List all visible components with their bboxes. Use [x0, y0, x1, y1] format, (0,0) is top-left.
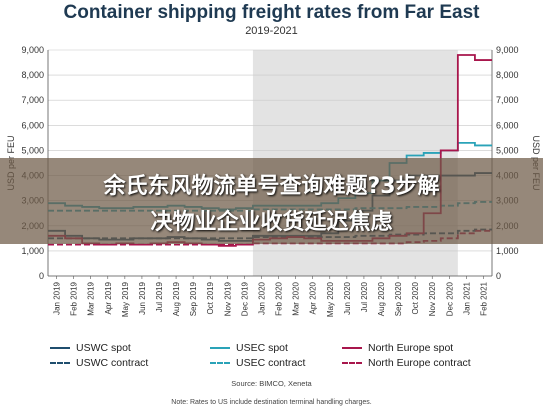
x-tick-label: Apr 2019: [104, 281, 113, 314]
y-tick-label-right: 5,000: [496, 145, 519, 155]
x-tick-label: May 2019: [121, 281, 130, 317]
x-tick-label: Aug 2020: [377, 281, 386, 316]
legend-swatch-usec-spot: [210, 347, 230, 349]
x-tick-label: Nov 2020: [428, 281, 437, 316]
legend-swatch-uswc-spot: [50, 347, 70, 349]
y-tick-label-left: 0: [39, 271, 44, 281]
headline-banner: 余氏东风物流单号查询难题?3步解 决物业企业收货延迟焦虑: [0, 158, 543, 244]
chart-note: Note: Rates to US include destination te…: [171, 399, 372, 406]
y-tick-label-left: 9,000: [21, 45, 44, 55]
y-tick-label-left: 7,000: [21, 95, 44, 105]
chart-subtitle: 2019-2021: [245, 25, 298, 37]
y-tick-label-left: 1,000: [21, 246, 44, 256]
x-tick-label: Jun 2019: [138, 281, 147, 314]
y-tick-label-right: 0: [496, 271, 501, 281]
legend-label-usec-contract: USEC contract: [236, 357, 306, 369]
x-tick-label: Jan 2021: [462, 281, 471, 314]
legend-label-usec-spot: USEC spot: [236, 342, 288, 354]
x-tick-label: Jun 2020: [343, 281, 352, 314]
x-tick-label: Jul 2020: [360, 281, 369, 312]
legend-item-usec-spot: USEC spot: [210, 342, 288, 354]
x-tick-label: Nov 2019: [223, 281, 232, 316]
legend-item-north-europe-spot: North Europe spot: [342, 342, 453, 354]
legend-label-uswc-spot: USWC spot: [76, 342, 131, 354]
legend-item-north-europe-contract: North Europe contract: [342, 357, 471, 369]
x-tick-label: Sep 2020: [394, 281, 403, 316]
chart-source: Source: BIMCO, Xeneta: [231, 379, 312, 388]
x-tick-label: Aug 2019: [172, 281, 181, 316]
x-tick-label: Sep 2019: [189, 281, 198, 316]
legend-swatch-uswc-contract: [50, 362, 70, 364]
x-tick-label: Jul 2019: [155, 281, 164, 312]
legend-label-north-europe-spot: North Europe spot: [368, 342, 454, 354]
x-tick-label: Dec 2019: [240, 281, 249, 316]
banner-line-1: 余氏东风物流单号查询难题?3步解: [103, 174, 440, 199]
legend-swatch-usec-contract: [210, 362, 230, 364]
y-tick-label-right: 7,000: [496, 95, 519, 105]
x-tick-label: Jan 2020: [257, 281, 266, 314]
y-tick-label-right: 9,000: [496, 45, 519, 55]
x-tick-label: Jan 2019: [53, 281, 62, 314]
legend-item-uswc-spot: USWC spot: [50, 342, 131, 354]
chart-title: Container shipping freight rates from Fa…: [63, 2, 480, 23]
x-tick-label: Feb 2019: [70, 281, 79, 315]
x-tick-label: Dec 2020: [445, 281, 454, 316]
legend-swatch-north-europe-contract: [342, 362, 362, 364]
x-tick-label: Mar 2020: [292, 281, 301, 315]
x-tick-label: Oct 2020: [411, 281, 420, 314]
y-tick-label-left: 6,000: [21, 120, 44, 130]
x-tick-label: Feb 2021: [479, 281, 488, 315]
x-tick-label: May 2020: [326, 281, 335, 317]
y-tick-label-right: 1,000: [496, 246, 519, 256]
banner-line-2: 决物业企业收货延迟焦虑: [150, 210, 393, 235]
x-tick-label: Oct 2019: [206, 281, 215, 314]
legend-swatch-north-europe-spot: [342, 347, 362, 349]
legend-label-north-europe-contract: North Europe contract: [368, 357, 471, 369]
y-tick-label-left: 5,000: [21, 145, 44, 155]
x-tick-label: Mar 2019: [87, 281, 96, 315]
y-tick-label-right: 8,000: [496, 70, 519, 80]
legend-item-usec-contract: USEC contract: [210, 357, 305, 369]
y-tick-label-right: 6,000: [496, 120, 519, 130]
y-tick-label-left: 8,000: [21, 70, 44, 80]
x-tick-label: Apr 2020: [309, 281, 318, 314]
x-tick-label: Feb 2020: [275, 281, 284, 315]
legend-label-uswc-contract: USWC contract: [76, 357, 149, 369]
legend-item-uswc-contract: USWC contract: [50, 357, 148, 369]
